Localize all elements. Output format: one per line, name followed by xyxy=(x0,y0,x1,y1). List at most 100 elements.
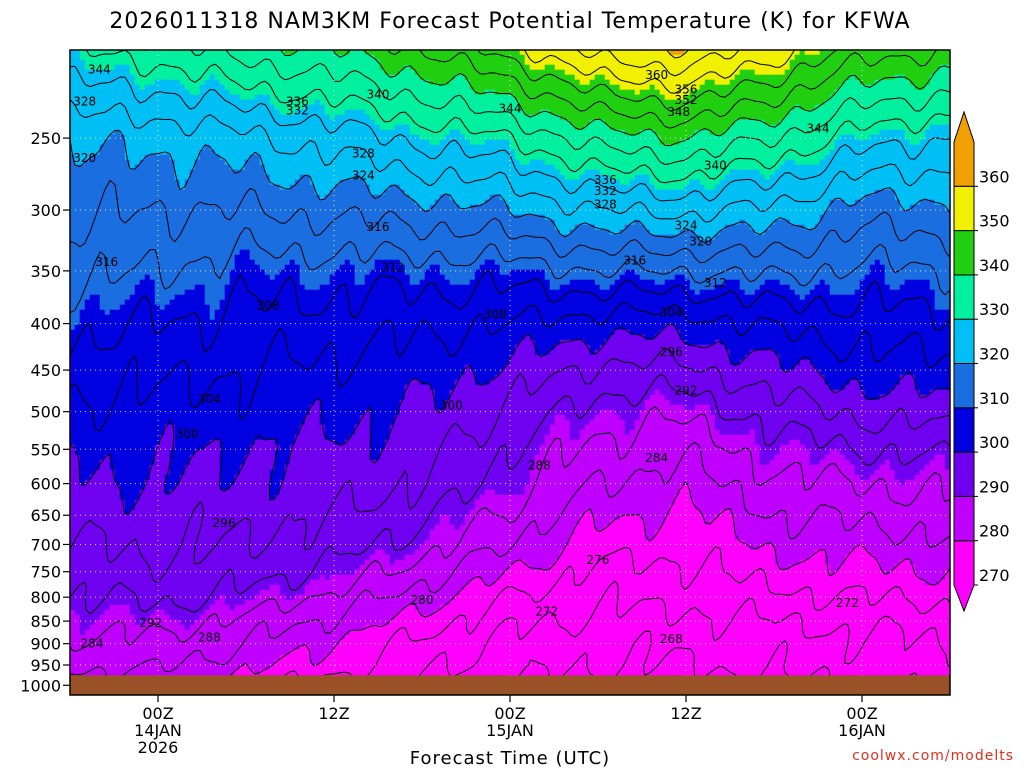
contour-label: 284 xyxy=(645,451,668,465)
contour-label: 308 xyxy=(484,308,507,322)
contour-label: 340 xyxy=(704,159,727,173)
contour-lines xyxy=(70,50,950,695)
y-tick-label: 800 xyxy=(30,588,61,607)
contour-label: 292 xyxy=(675,384,698,398)
contour-label: 348 xyxy=(667,105,690,119)
contour-label: 316 xyxy=(623,254,646,268)
contour-label: 316 xyxy=(95,255,118,269)
contour-label: 344 xyxy=(807,121,830,135)
y-tick-label: 600 xyxy=(30,475,61,494)
contour-label: 328 xyxy=(73,95,96,109)
contour-label: 352 xyxy=(675,93,698,107)
contour-line-284 xyxy=(70,441,950,695)
y-tick-label: 850 xyxy=(30,612,61,631)
colorbar-segment xyxy=(953,110,975,187)
colorbar-label: 340 xyxy=(979,256,1010,275)
colorbar-segment xyxy=(953,407,975,453)
y-tick-label: 350 xyxy=(30,262,61,281)
colorbar-label: 270 xyxy=(979,566,1010,585)
contour-label: 296 xyxy=(213,516,236,530)
contour-label: 340 xyxy=(367,88,390,102)
y-tick-label: 400 xyxy=(30,315,61,334)
contour-line-288 xyxy=(70,406,950,652)
y-tick-label: 1000 xyxy=(20,676,61,695)
contour-label: 272 xyxy=(836,596,859,610)
contour-label: 268 xyxy=(660,632,683,646)
contour-line-308 xyxy=(70,271,950,356)
x-tick-label: 15JAN xyxy=(486,721,534,740)
contour-label: 312 xyxy=(704,276,727,290)
chart-title: 2026011318 NAM3KM Forecast Potential Tem… xyxy=(109,9,910,34)
x-tick-label: 12Z xyxy=(318,704,349,723)
contour-line-300 xyxy=(70,323,950,515)
contour-line-312 xyxy=(70,227,950,314)
y-tick-label: 550 xyxy=(30,440,61,459)
contour-label: 328 xyxy=(594,198,617,212)
contour-label: 344 xyxy=(499,102,522,116)
colorbar-segment xyxy=(953,185,975,232)
contour-label: 312 xyxy=(381,260,404,274)
contour-line-340 xyxy=(280,50,950,147)
x-axis-label: Forecast Time (UTC) xyxy=(410,748,610,768)
contour-label: 288 xyxy=(528,458,551,472)
contour-line-328 xyxy=(70,65,950,202)
contour-label: 332 xyxy=(286,103,309,117)
y-tick-label: 900 xyxy=(30,635,61,654)
contour-label: 304 xyxy=(198,392,221,406)
contour-label: 288 xyxy=(198,630,221,644)
colorbar-segment xyxy=(953,451,975,497)
colorbar-label: 320 xyxy=(979,345,1010,364)
contour-label: 332 xyxy=(594,184,617,198)
contour-label: 356 xyxy=(675,82,698,96)
x-tick-label: 14JAN xyxy=(134,721,182,740)
contour-line-344 xyxy=(387,50,937,129)
x-tick-label: 00Z xyxy=(142,704,173,723)
colorbar-segment xyxy=(953,230,975,276)
contour-label: 320 xyxy=(689,235,712,249)
y-tick-label: 650 xyxy=(30,506,61,525)
colorbar-label: 330 xyxy=(979,300,1010,319)
colorbar-label: 310 xyxy=(979,389,1010,408)
colorbar-segment xyxy=(953,495,975,542)
filled-contours xyxy=(70,50,950,695)
contour-label: 336 xyxy=(286,95,309,109)
x-tick-label: 2026 xyxy=(138,738,179,757)
y-tick-label: 750 xyxy=(30,563,61,582)
colorbar: 270 280 290 300 310 320 330 340 350 360 xyxy=(953,110,1010,613)
contour-label: 320 xyxy=(73,151,96,165)
contour-label: 276 xyxy=(587,553,610,567)
contour-label: 324 xyxy=(352,169,375,183)
colorbar-label: 290 xyxy=(979,477,1010,496)
contour-line-356 xyxy=(576,50,740,77)
contour-label: 304 xyxy=(660,306,683,320)
x-tick-label: 12Z xyxy=(670,704,701,723)
contour-label: 324 xyxy=(675,219,698,233)
contour-line-316 xyxy=(70,179,950,264)
colorbar-segment xyxy=(953,274,975,320)
contour-label: 308 xyxy=(257,298,280,312)
colorbar-segment xyxy=(953,540,975,613)
colorbar-segment xyxy=(953,363,975,409)
y-tick-label: 450 xyxy=(30,361,61,380)
colorbar-label: 300 xyxy=(979,433,1010,452)
contour-label: 284 xyxy=(81,637,104,651)
x-tick-label: 00Z xyxy=(846,704,877,723)
contour-line-292 xyxy=(70,374,950,615)
colorbar-segment xyxy=(953,318,975,365)
y-tick-label: 300 xyxy=(30,201,61,220)
ground-surface xyxy=(70,675,950,695)
y-tick-label: 700 xyxy=(30,535,61,554)
contour-label: 292 xyxy=(139,616,162,630)
contour-label: 328 xyxy=(352,147,375,161)
contour-line-348 xyxy=(477,50,837,112)
y-tick-label: 950 xyxy=(30,656,61,675)
y-tick-label: 500 xyxy=(30,403,61,422)
contour-label: 300 xyxy=(176,427,199,441)
plot-area xyxy=(70,50,950,695)
contour-label: 360 xyxy=(645,68,668,82)
contour-label: 344 xyxy=(88,62,111,76)
y-tick-label: 250 xyxy=(30,129,61,148)
